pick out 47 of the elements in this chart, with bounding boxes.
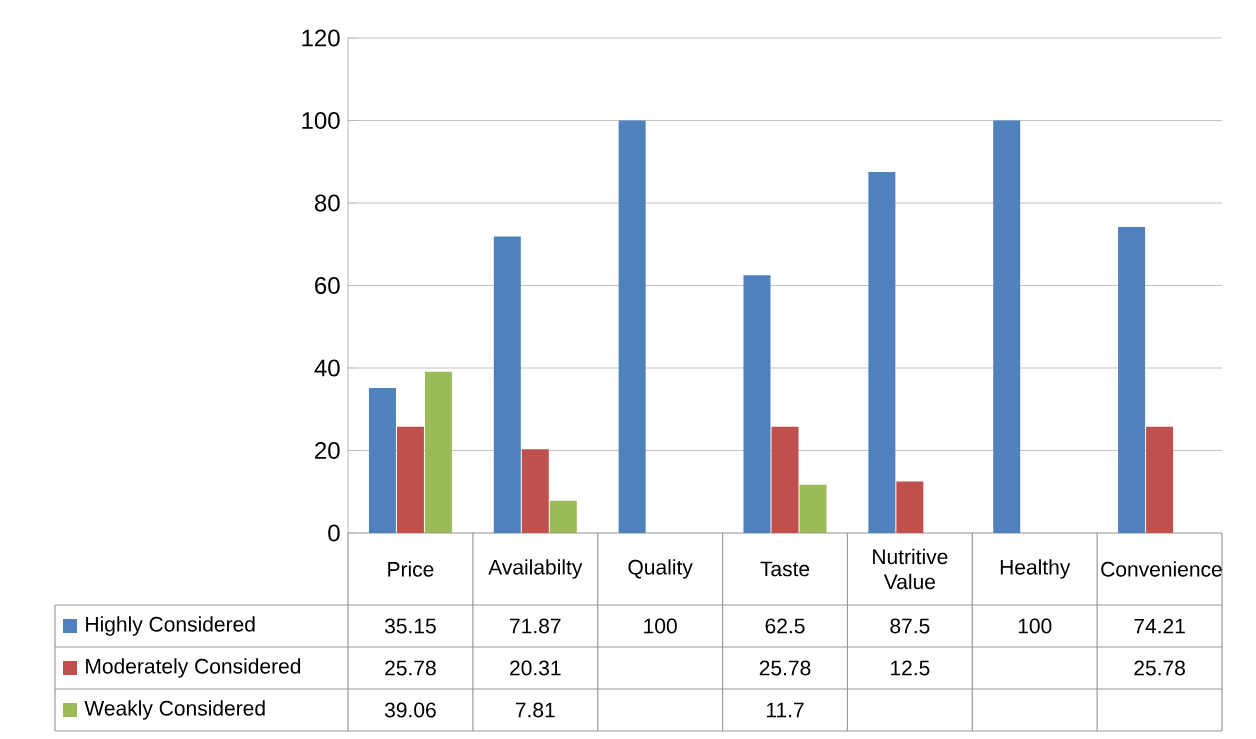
data-label: 71.87 [510, 618, 561, 634]
y-tick-label: 100 [302, 112, 340, 129]
data-label: 7.81 [515, 702, 555, 718]
data-label: 100 [644, 618, 677, 634]
data-label: 100 [1018, 618, 1052, 634]
bar [424, 371, 452, 533]
bar [771, 426, 799, 533]
bar [1118, 226, 1146, 533]
y-tick-label: 60 [315, 277, 340, 294]
bar [618, 120, 646, 533]
legend-label: Weakly Considered [84, 700, 265, 720]
data-label: 20.31 [510, 660, 561, 676]
bar [868, 172, 896, 533]
data-label: 35.15 [384, 618, 436, 634]
y-tick-label: 80 [314, 194, 340, 212]
x-tick-label: Price [388, 561, 434, 577]
y-tick-label: 0 [328, 524, 340, 542]
bar [549, 500, 577, 533]
x-tick-label: Quality [628, 559, 693, 579]
bar [743, 275, 771, 533]
bar [799, 484, 827, 533]
bar [521, 449, 549, 533]
x-tick-label: Taste [760, 561, 810, 577]
data-label: 62.5 [765, 618, 805, 634]
data-label: 11.7 [766, 702, 804, 718]
data-label: 87.5 [890, 618, 930, 634]
legend-label: Highly Considered [86, 616, 255, 636]
y-tick-label: 20 [315, 442, 340, 459]
x-tick-label: Convenience [1101, 561, 1222, 577]
data-label: 12.5 [891, 660, 930, 676]
data-label: 25.78 [759, 660, 811, 676]
bar [1146, 426, 1174, 533]
y-tick-label: 40 [314, 359, 340, 377]
bar [993, 120, 1021, 533]
bar [396, 426, 424, 533]
data-label: 25.78 [1134, 660, 1185, 676]
bar [493, 236, 521, 533]
data-label: 39.06 [384, 702, 436, 718]
bar [368, 388, 396, 533]
data-label: 74.21 [1134, 618, 1185, 634]
x-tick-label: Healthy [1000, 559, 1071, 579]
x-tick-label: Availabilty [488, 559, 583, 579]
x-tick-label: Nutritive Value [873, 548, 948, 590]
y-tick-label: 120 [302, 29, 340, 47]
data-label: 25.78 [385, 660, 436, 676]
bar [896, 481, 924, 533]
legend-label: Moderately Considered [86, 658, 301, 678]
